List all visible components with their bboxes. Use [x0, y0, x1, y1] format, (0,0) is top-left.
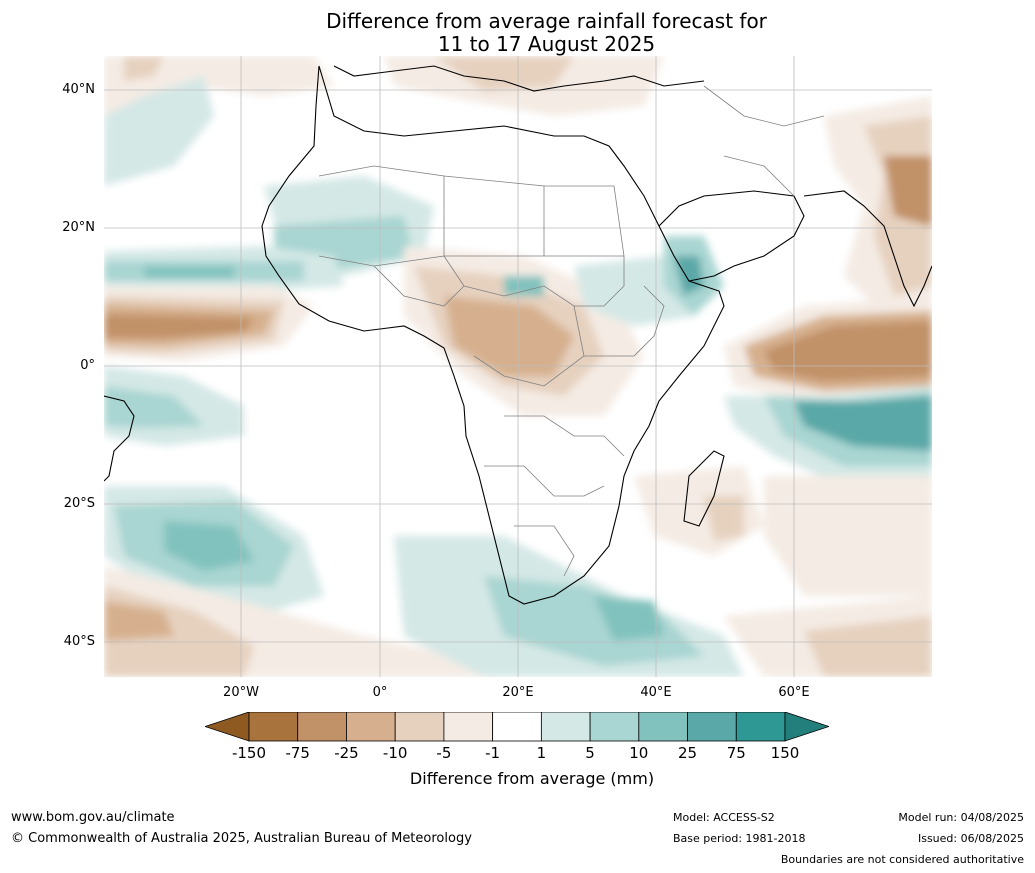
map-title-line2: 11 to 17 August 2025: [437, 32, 656, 56]
colorbar-tick-label: 1: [536, 744, 547, 762]
colorbar-tick-label: -1: [485, 744, 501, 762]
colorbar-box: [248, 712, 299, 742]
colorbar-tick-label: -5: [436, 744, 452, 762]
colorbar-tick-label: -75: [285, 744, 310, 762]
map-title-line1: Difference from average rainfall forecas…: [326, 9, 767, 33]
lon-label-0: 0°: [372, 685, 388, 700]
lat-label-0: 0°: [80, 358, 95, 373]
footer-base-period: Base period: 1981-2018: [673, 832, 806, 845]
colorbar-tick-label: 75: [726, 744, 746, 762]
lon-label-20w: 20°W: [223, 685, 259, 700]
lat-label-40n: 40°N: [62, 82, 95, 97]
lon-label-40e: 40°E: [640, 685, 672, 700]
lat-label-20n: 20°N: [62, 220, 95, 235]
colorbar-tick-label: 25: [677, 744, 698, 762]
colorbar-box: [687, 712, 737, 742]
footer-model: Model: ACCESS-S2: [673, 811, 775, 824]
coastlines: [104, 65, 932, 605]
lat-label-40s: 40°S: [63, 634, 95, 649]
colorbar-box: [443, 712, 494, 742]
colorbar-box: [346, 712, 396, 742]
colorbar-tick-label: 150: [770, 744, 800, 762]
gridlines: [104, 56, 932, 677]
lon-label-20e: 20°E: [502, 685, 534, 700]
colorbar-box: [735, 712, 786, 742]
colorbar-title: Difference from average (mm): [409, 769, 655, 788]
colorbar-tick-label: -25: [334, 744, 359, 762]
colorbar-tick-label: -150: [231, 744, 267, 762]
country-borders: [318, 85, 825, 577]
colorbar-tick-label: 5: [585, 744, 595, 762]
footer-issued: Issued: 06/08/2025: [917, 832, 1024, 845]
lon-label-60e: 60°E: [778, 685, 810, 700]
footer-model-run: Model run: 04/08/2025: [898, 811, 1024, 824]
lat-label-20s: 20°S: [63, 496, 95, 511]
anomaly-fields: [104, 56, 932, 677]
footer-url: www.bom.gov.au/climate: [11, 810, 175, 825]
colorbar-tick-label: 10: [629, 744, 649, 762]
rainfall-anomaly-map: [104, 56, 932, 677]
colorbar-extend-low: [205, 712, 250, 742]
colorbar-box: [540, 712, 591, 742]
colorbar-box: [638, 712, 688, 742]
colorbar-box: [492, 712, 542, 742]
colorbar-box: [394, 712, 445, 742]
colorbar-box: [297, 712, 347, 742]
footer-copyright: © Commonwealth of Australia 2025, Austra…: [11, 831, 472, 846]
colorbar-tick-label: -10: [382, 744, 408, 762]
colorbar-extend-high: [784, 712, 829, 742]
colorbar: [205, 712, 829, 742]
colorbar-box: [589, 712, 640, 742]
footer-disclaimer: Boundaries are not considered authoritat…: [780, 853, 1024, 866]
